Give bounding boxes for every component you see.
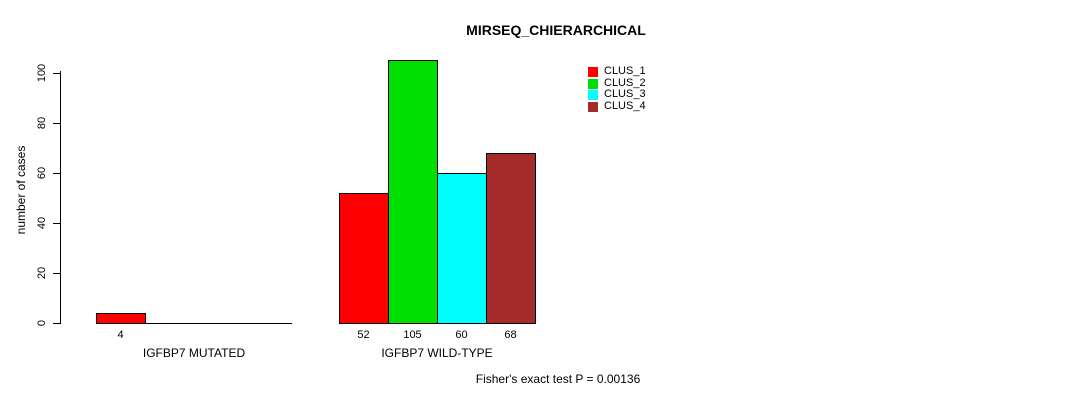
y-axis-line — [60, 71, 61, 324]
bar-value-label: 68 — [504, 329, 517, 341]
legend-swatch-clus_1 — [588, 66, 598, 77]
y-tick-mark — [53, 223, 60, 224]
x-group-label: IGFBP7 MUTATED — [142, 346, 246, 360]
legend-label: CLUS_2 — [604, 76, 646, 89]
legend-label: CLUS_4 — [604, 100, 646, 113]
legend-item-clus_3: CLUS_3 — [588, 89, 646, 101]
bar-clus_2 — [388, 60, 438, 324]
legend-label: CLUS_3 — [604, 88, 646, 101]
y-tick-mark — [53, 123, 60, 124]
y-tick-mark — [53, 323, 60, 324]
y-tick-label: 60 — [36, 166, 48, 180]
bar-clus_4 — [486, 153, 536, 324]
legend-item-clus_4: CLUS_4 — [588, 100, 646, 113]
x-axis-baseline — [96, 323, 292, 324]
y-tick-mark — [53, 73, 60, 74]
y-tick-label: 80 — [36, 116, 48, 130]
chart-title: MIRSEQ_CHIERARCHICAL — [466, 22, 646, 38]
y-tick-label: 20 — [36, 266, 48, 280]
y-tick-label: 100 — [36, 63, 48, 83]
y-tick-label: 40 — [36, 216, 48, 230]
fisher-test-footnote: Fisher's exact test P = 0.00136 — [475, 372, 641, 386]
bar-clus_3 — [437, 173, 487, 324]
bar-value-label: 60 — [455, 329, 468, 341]
y-tick-label: 0 — [36, 319, 48, 327]
y-tick-mark — [53, 273, 60, 274]
bar-clus_1 — [96, 313, 146, 324]
bar-value-label: 4 — [117, 329, 124, 341]
legend-swatch-clus_4 — [588, 101, 598, 112]
bar-value-label: 52 — [357, 329, 370, 341]
x-group-label: IGFBP7 WILD-TYPE — [381, 346, 493, 360]
y-tick-mark — [53, 173, 60, 174]
legend: CLUS_1 CLUS_2 CLUS_3 CLUS_4 — [588, 65, 646, 113]
bar-clus_1 — [339, 193, 389, 324]
legend-label: CLUS_1 — [604, 65, 646, 77]
bar-value-label: 105 — [403, 329, 422, 341]
legend-item-clus_1: CLUS_1 — [588, 65, 646, 78]
legend-swatch-clus_2 — [588, 78, 598, 89]
legend-item-clus_2: CLUS_2 — [588, 76, 646, 90]
legend-swatch-clus_3 — [588, 90, 598, 101]
